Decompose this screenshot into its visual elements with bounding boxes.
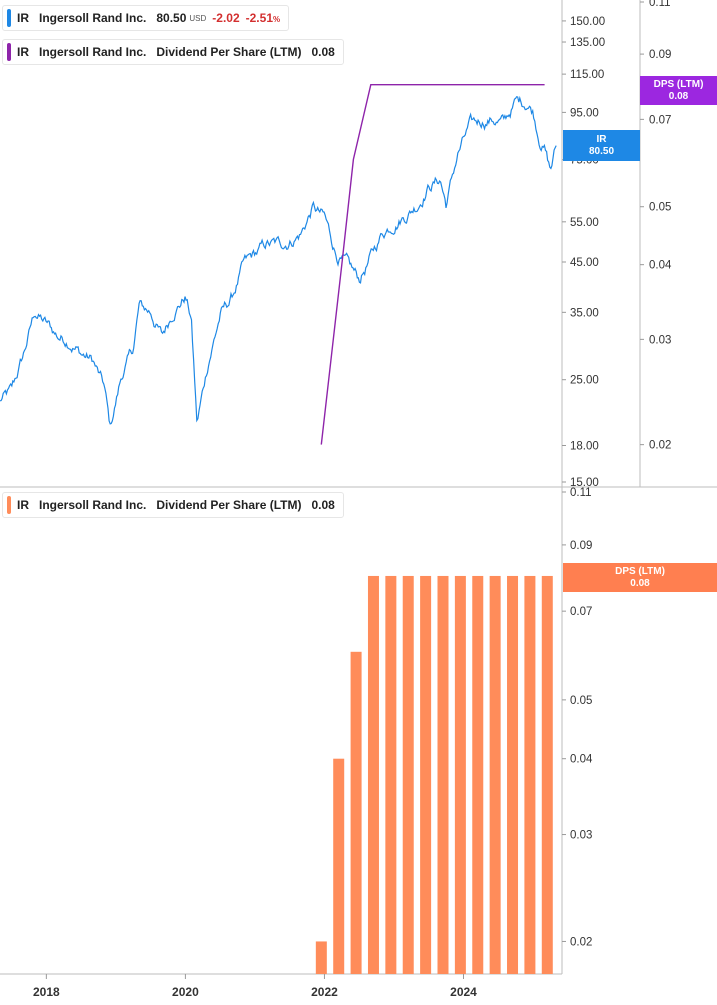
bar-tick-label: 0.07 <box>570 606 592 618</box>
price-tick-label: 45.00 <box>570 257 599 269</box>
dps-tick-label: 0.05 <box>649 202 671 214</box>
dps-bar <box>420 575 432 974</box>
dps-bar-swatch <box>7 496 11 514</box>
date-axis-ticks: 2018 2020 2022 2024 <box>33 974 477 999</box>
price-tick-label: 15.00 <box>570 477 599 489</box>
legend-price[interactable]: IR Ingersoll Rand Inc. 80.50 USD -2.02 -… <box>2 5 290 31</box>
dps-bar <box>402 575 414 974</box>
price-tag: IR 80.50 <box>563 130 640 161</box>
x-tick-label: 2018 <box>33 985 60 999</box>
dps-tick-label: 0.11 <box>649 0 671 9</box>
dps-line-swatch <box>7 43 11 61</box>
legend-metric-value: 0.08 <box>311 45 335 59</box>
dps-tag-bottom: DPS (LTM) 0.08 <box>563 563 717 592</box>
legend-price-value: 80.50 <box>156 11 187 25</box>
bar-tick-label: 0.05 <box>570 695 592 707</box>
legend-ticker: IR <box>17 45 29 59</box>
price-swatch <box>7 9 11 27</box>
bar-tick-label: 0.11 <box>570 487 592 499</box>
price-tick-label: 135.00 <box>570 37 605 49</box>
dps-tick-label: 0.09 <box>649 49 671 61</box>
legend-price-pct: -2.51% <box>246 11 280 25</box>
price-line <box>0 95 557 425</box>
pct-sign: % <box>273 15 281 24</box>
dps-bar <box>333 758 345 974</box>
dps-tag-top-label: DPS (LTM) <box>653 78 704 90</box>
dps-tag-bottom-value: 0.08 <box>630 577 650 589</box>
price-tick-label: 18.00 <box>570 440 599 452</box>
legend-ticker: IR <box>17 498 29 512</box>
legend-metric-value: 0.08 <box>311 498 335 512</box>
dps-tag-bottom-label: DPS (LTM) <box>615 565 665 577</box>
legend-company: Ingersoll Rand Inc. <box>39 498 147 512</box>
legend-dps-top[interactable]: IR Ingersoll Rand Inc. Dividend Per Shar… <box>2 39 344 65</box>
legend-price-unit: USD <box>189 13 207 23</box>
dps-tick-label: 0.03 <box>649 334 671 346</box>
price-tag-value: 80.50 <box>588 145 615 157</box>
dps-bar <box>507 575 519 974</box>
dps-bar <box>489 575 501 974</box>
bar-tick-label: 0.09 <box>570 540 592 552</box>
pct-value: -2.51 <box>245 11 273 25</box>
dps-tag-top: DPS (LTM) 0.08 <box>640 76 717 105</box>
price-tick-label: 35.00 <box>570 307 599 319</box>
x-tick-label: 2024 <box>450 985 477 999</box>
dps-bar <box>367 575 379 974</box>
dps-line <box>320 84 545 445</box>
price-axis-ticks: 150.00135.00115.0095.0075.0055.0045.0035… <box>562 16 605 489</box>
dps-bar <box>524 575 536 974</box>
price-tick-label: 25.00 <box>570 375 599 387</box>
bar-tick-label: 0.04 <box>570 754 593 766</box>
legend-metric: Dividend Per Share (LTM) <box>156 45 302 59</box>
legend-dps-bottom[interactable]: IR Ingersoll Rand Inc. Dividend Per Shar… <box>2 492 344 518</box>
dps-bar <box>437 575 449 974</box>
dps-bar <box>541 575 553 974</box>
price-tick-label: 150.00 <box>570 16 605 28</box>
price-tag-label: IR <box>596 133 607 145</box>
legend-price-change: -2.02 <box>212 11 240 25</box>
dps-bar <box>454 575 466 974</box>
price-tick-label: 55.00 <box>570 217 599 229</box>
dps-tag-top-value: 0.08 <box>668 90 689 102</box>
dps-bars <box>315 575 553 974</box>
bar-tick-label: 0.02 <box>570 936 592 948</box>
dps-bar <box>350 651 362 974</box>
x-tick-label: 2022 <box>311 985 338 999</box>
x-tick-label: 2020 <box>172 985 199 999</box>
dps-axis-ticks-bottom: 0.11 0.09 0.07 0.05 0.04 0.03 0.02 <box>562 487 593 948</box>
dps-tick-label: 0.07 <box>649 114 671 126</box>
legend-company: Ingersoll Rand Inc. <box>39 45 147 59</box>
dps-bar <box>315 941 327 974</box>
legend-metric: Dividend Per Share (LTM) <box>156 498 302 512</box>
dps-axis-ticks-top: 0.11 0.09 0.07 0.05 0.04 0.03 0.02 <box>640 0 672 452</box>
chart-lines <box>0 84 557 445</box>
legend-company: Ingersoll Rand Inc. <box>39 11 147 25</box>
dps-bar <box>472 575 484 974</box>
dps-tick-label: 0.02 <box>649 440 671 452</box>
bar-tick-label: 0.03 <box>570 830 592 842</box>
dps-bar <box>385 575 397 974</box>
price-tick-label: 95.00 <box>570 107 599 119</box>
legend-ticker: IR <box>17 11 29 25</box>
dps-tick-label: 0.04 <box>649 260 672 272</box>
price-tick-label: 115.00 <box>570 69 604 81</box>
